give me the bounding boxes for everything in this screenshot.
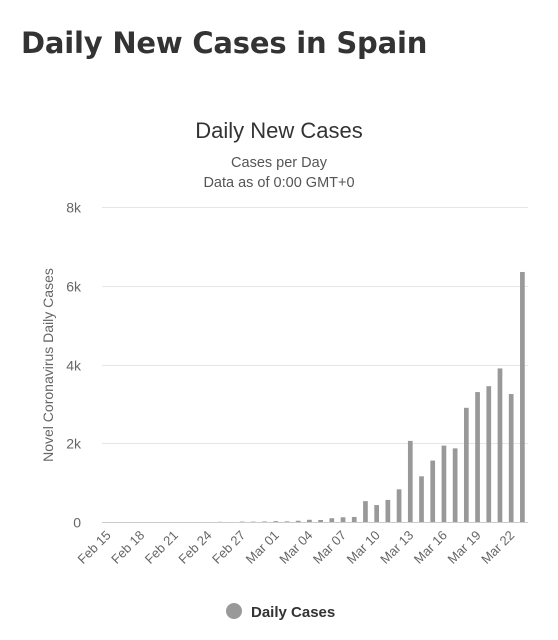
x-tick-label: Feb 21 [142, 528, 181, 567]
bar[interactable] [430, 460, 436, 522]
y-tick-label: 6k [66, 279, 82, 295]
x-tick-label: Mar 07 [310, 528, 349, 567]
bar[interactable] [486, 386, 492, 522]
bar[interactable] [284, 521, 290, 523]
y-tick-label: 4k [66, 358, 82, 374]
bar[interactable] [385, 499, 391, 522]
chart-subtitle-line-1: Cases per Day [231, 155, 328, 171]
chart-title: Daily New Cases [195, 118, 363, 143]
bar[interactable] [508, 394, 514, 522]
legend-marker [226, 603, 242, 619]
bar[interactable] [329, 518, 335, 522]
bar[interactable] [374, 505, 380, 522]
x-tick-label: Mar 16 [411, 528, 450, 567]
bar[interactable] [475, 392, 480, 522]
bar[interactable] [262, 521, 267, 523]
bar[interactable] [463, 407, 469, 522]
x-tick-label: Feb 15 [74, 528, 113, 567]
y-tick-label: 2k [66, 436, 82, 452]
bar[interactable] [452, 448, 458, 522]
y-axis-label: Novel Coronavirus Daily Cases [40, 268, 56, 462]
bar[interactable] [363, 501, 368, 522]
x-tick-label: Mar 19 [444, 528, 483, 567]
x-tick-label: Feb 24 [175, 528, 214, 567]
x-tick-label: Mar 10 [344, 528, 383, 567]
x-tick-label: Mar 01 [243, 528, 282, 567]
y-tick-label: 0 [73, 515, 81, 531]
legend-label: Daily Cases [251, 604, 335, 621]
x-tick-label: Feb 18 [108, 528, 147, 567]
x-tick-label: Mar 13 [377, 528, 416, 567]
bar[interactable] [497, 368, 503, 522]
bar[interactable] [407, 440, 413, 522]
bar[interactable] [351, 516, 357, 522]
bar[interactable] [318, 519, 323, 522]
x-tick-label: Mar 04 [276, 528, 315, 567]
gridlines [102, 207, 528, 444]
chart-subtitle-line-2: Data as of 0:00 GMT+0 [203, 175, 354, 191]
bar[interactable] [295, 520, 301, 522]
legend[interactable]: Daily Cases [226, 603, 335, 621]
x-tick-label: Mar 22 [478, 528, 517, 567]
y-tick-label: 8k [66, 200, 82, 216]
x-tick-label: Feb 27 [209, 528, 248, 567]
bar[interactable] [419, 476, 424, 522]
bar[interactable] [520, 271, 525, 522]
page-title: Daily New Cases in Spain [21, 26, 428, 60]
y-axis-tick-labels: 0 2k 4k 6k 8k [66, 200, 82, 531]
bar[interactable] [340, 517, 346, 522]
bar[interactable] [307, 519, 312, 522]
bar[interactable] [441, 445, 447, 522]
bar[interactable] [273, 521, 279, 522]
bars [217, 271, 525, 523]
bar[interactable] [396, 489, 402, 522]
